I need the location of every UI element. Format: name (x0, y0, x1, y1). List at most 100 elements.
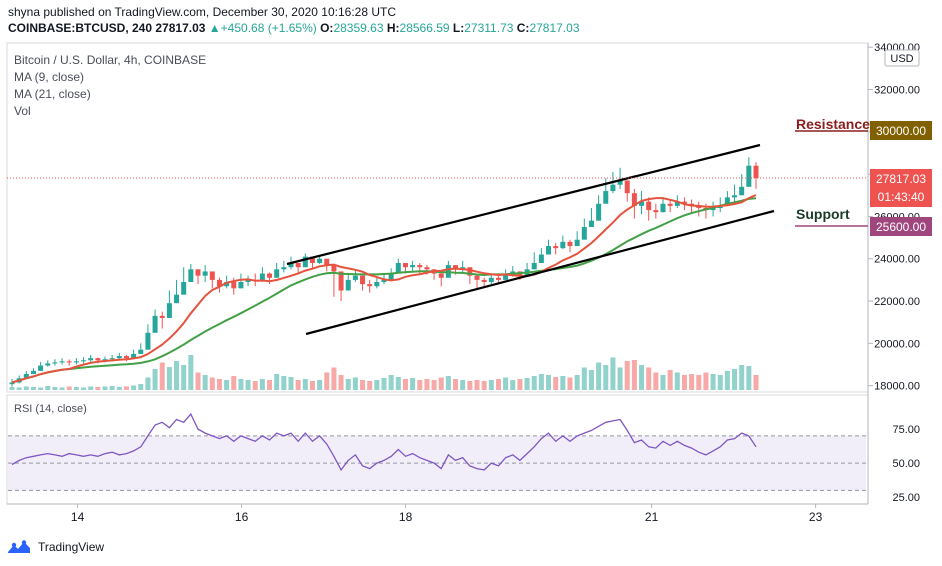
price-tick-label: 24000.00 (874, 254, 920, 266)
candle-body (724, 197, 730, 206)
legend-vol[interactable]: Vol (14, 104, 31, 118)
volume-bar (331, 367, 337, 390)
candle-body (474, 275, 480, 280)
volume-bar (381, 378, 387, 390)
volume-bar (181, 365, 187, 390)
candle-body (488, 277, 494, 283)
volume-bar (195, 372, 201, 390)
candle-body (174, 294, 180, 304)
rsi-pane (6, 394, 869, 505)
legend-title[interactable]: Bitcoin / U.S. Dollar, 4h, COINBASE (14, 53, 207, 67)
volume-bar (238, 379, 244, 390)
low-label: L: (452, 21, 465, 35)
volume-bar (131, 385, 137, 390)
volume-bar (596, 362, 602, 390)
rsi-tick-label: 75.00 (892, 424, 920, 436)
volume-bar (503, 377, 509, 390)
volume-bar (538, 374, 544, 390)
channel-lower-line[interactable] (305, 209, 775, 336)
volume-bar (553, 377, 559, 390)
tradingview-logo-icon[interactable] (8, 540, 30, 553)
volume-bar (402, 379, 408, 390)
candle-body (596, 203, 602, 221)
close-value: 27817.03 (529, 21, 580, 35)
volume-bar (646, 367, 652, 390)
candle-body (374, 282, 380, 287)
volume-bar (52, 387, 58, 390)
last-price-tag (870, 169, 932, 207)
candle-body (166, 303, 172, 318)
volume-bar (388, 375, 394, 390)
candle-body (531, 262, 537, 270)
candle-body (209, 271, 215, 280)
volume-bars (9, 355, 759, 390)
volume-bar (209, 377, 215, 390)
candle-body (274, 269, 280, 278)
volume-bar (453, 379, 459, 390)
chart-header: shyna published on TradingView.com, Dece… (8, 4, 580, 36)
volume-bar (546, 375, 552, 390)
volume-bar (746, 366, 752, 390)
price-tick-label: 18000.00 (874, 381, 920, 393)
candle-body (667, 203, 673, 206)
candle-body (746, 165, 752, 187)
rsi-legend[interactable]: RSI (14, close) (14, 403, 87, 415)
candle-body (181, 282, 187, 295)
volume-bar (123, 386, 129, 390)
legend-ma9[interactable]: MA (9, close) (14, 70, 85, 84)
rsi-tick-label: 50.00 (892, 458, 920, 470)
volume-bar (317, 380, 323, 390)
candle-body (317, 258, 323, 263)
volume-bar (696, 375, 702, 390)
moving-averages (11, 194, 757, 384)
volume-bar (116, 387, 122, 390)
volume-bar (424, 379, 430, 390)
open-value: 28359.63 (333, 21, 384, 35)
volume-bar (324, 372, 330, 390)
candle-body (674, 201, 680, 206)
high-value: 28566.59 (399, 21, 450, 35)
candle-body (88, 358, 94, 361)
candle-body (732, 195, 738, 198)
price-tick-label: 20000.00 (874, 338, 920, 350)
footer-brand[interactable]: TradingView (38, 540, 105, 554)
candle-body (52, 362, 58, 364)
candle-body (81, 360, 87, 362)
volume-bar (345, 379, 351, 390)
channel-upper-line[interactable] (286, 143, 761, 266)
legend-ma21[interactable]: MA (21, close) (14, 87, 91, 101)
change-up-icon: ▲ (208, 21, 221, 35)
candle-body (73, 361, 79, 363)
volume-bar (603, 365, 609, 390)
candle-body (631, 193, 637, 206)
volume-bar (488, 380, 494, 390)
candle-body (102, 359, 108, 361)
candle-body (553, 246, 559, 249)
candle-body (538, 254, 544, 263)
currency-box[interactable] (884, 49, 920, 67)
volume-bar (59, 387, 65, 390)
time-tick-label: 21 (645, 510, 659, 524)
candle-body (388, 273, 394, 280)
volume-bar (581, 367, 587, 390)
open-label: O: (320, 21, 334, 35)
bar-countdown: 01:43:40 (878, 190, 925, 204)
symbol-label[interactable]: COINBASE:BTCUSD, 240 (8, 21, 153, 35)
chart-legend: Bitcoin / U.S. Dollar, 4h, COINBASE MA (… (14, 52, 206, 120)
candle-body (603, 191, 609, 204)
volume-bar (653, 372, 659, 390)
candle-body (481, 279, 487, 283)
candle-body (710, 207, 716, 211)
rsi-line (11, 412, 757, 472)
candle-body (123, 356, 129, 359)
volume-bar (45, 386, 51, 390)
candle-body (109, 358, 115, 360)
volume-bar (517, 379, 523, 390)
candle-body (574, 239, 580, 247)
candle-body (653, 210, 659, 213)
rsi-band (8, 435, 866, 491)
volume-bar (481, 381, 487, 390)
candle-body (281, 267, 287, 270)
volume-bar (66, 386, 72, 390)
